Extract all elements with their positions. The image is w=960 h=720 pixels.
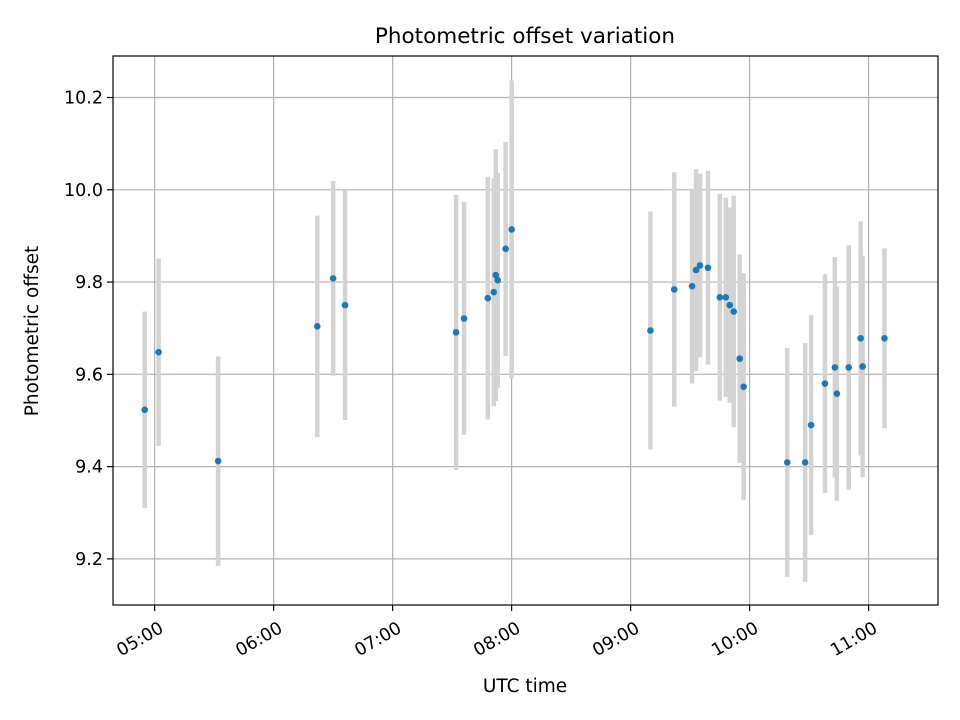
grid bbox=[113, 56, 938, 605]
x-tick-label: 09:00 bbox=[589, 618, 643, 661]
data-point bbox=[726, 301, 734, 309]
data-point bbox=[214, 457, 222, 465]
x-tick-label: 06:00 bbox=[232, 618, 286, 661]
data-point bbox=[313, 323, 321, 330]
data-point bbox=[833, 390, 841, 398]
data-point bbox=[831, 364, 839, 371]
data-point bbox=[881, 335, 888, 342]
y-tick-label: 9.6 bbox=[75, 365, 103, 385]
data-point bbox=[821, 380, 829, 387]
data-point bbox=[329, 275, 337, 282]
data-point bbox=[492, 271, 500, 279]
data-point bbox=[502, 245, 509, 253]
y-axis-label: Photometric offset bbox=[22, 246, 43, 417]
data-point bbox=[859, 363, 866, 370]
data-point bbox=[730, 308, 738, 315]
data-point bbox=[736, 355, 743, 362]
data-point bbox=[647, 327, 654, 334]
data-point bbox=[704, 264, 712, 272]
y-axis: 9.2 9.4 9.6 9.8 10.0 10.2 bbox=[64, 89, 113, 570]
error-bars bbox=[142, 80, 887, 582]
data-point bbox=[692, 266, 700, 274]
y-tick-label: 10.0 bbox=[64, 181, 103, 201]
data-points bbox=[141, 226, 888, 466]
y-tick-label: 9.4 bbox=[75, 458, 103, 478]
data-point bbox=[688, 282, 696, 290]
data-point bbox=[670, 286, 678, 293]
y-tick-label: 9.2 bbox=[75, 550, 103, 570]
data-point bbox=[696, 262, 704, 269]
y-tick-label: 10.2 bbox=[64, 89, 103, 109]
x-tick-label: 10:00 bbox=[708, 618, 762, 661]
data-point bbox=[452, 329, 460, 336]
x-tick-label: 05:00 bbox=[113, 618, 167, 661]
x-tick-label: 11:00 bbox=[827, 618, 881, 661]
data-point bbox=[155, 348, 162, 356]
data-point bbox=[460, 315, 468, 322]
data-point bbox=[341, 301, 349, 309]
data-point bbox=[716, 293, 724, 301]
data-point bbox=[484, 294, 492, 302]
data-point bbox=[740, 383, 747, 391]
data-point bbox=[783, 459, 791, 466]
data-point bbox=[490, 288, 498, 296]
plot-frame bbox=[112, 55, 939, 606]
data-point bbox=[801, 459, 809, 466]
x-tick-label: 08:00 bbox=[470, 618, 524, 661]
data-point bbox=[845, 364, 853, 371]
data-point bbox=[807, 421, 815, 429]
x-axis-label: UTC time bbox=[483, 676, 567, 697]
data-point bbox=[857, 335, 864, 342]
data-point bbox=[141, 406, 149, 414]
x-axis: 05:00 06:00 07:00 08:00 09:00 10:00 11:00 bbox=[113, 605, 881, 661]
x-tick-label: 07:00 bbox=[351, 618, 405, 661]
data-point bbox=[494, 276, 502, 284]
chart-title: Photometric offset variation bbox=[375, 24, 675, 49]
y-tick-label: 9.8 bbox=[75, 273, 103, 293]
data-point bbox=[508, 226, 515, 233]
data-point bbox=[722, 293, 730, 301]
